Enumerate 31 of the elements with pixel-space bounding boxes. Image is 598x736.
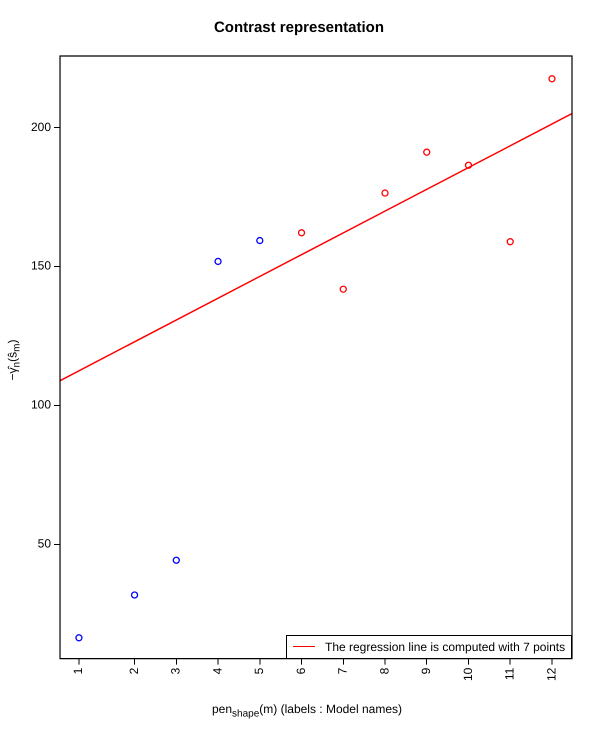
y-tick-label: 100 xyxy=(30,398,52,412)
point xyxy=(172,556,180,564)
x-tick-label: 5 xyxy=(252,667,266,674)
x-tick-label: 11 xyxy=(502,667,517,680)
x-tick-label: 3 xyxy=(168,667,183,674)
x-tick-label: 7 xyxy=(336,667,350,674)
x-tick-label: 8 xyxy=(377,667,392,674)
x-tick-label: 12 xyxy=(544,667,558,682)
point xyxy=(423,148,430,156)
point xyxy=(298,229,306,236)
x-axis-title: pen$_{shape}$(m) (labels : Model names) xyxy=(211,702,403,720)
legend-label: The regression line is computed with 7 points xyxy=(325,640,566,654)
point xyxy=(464,162,472,169)
point xyxy=(256,236,264,244)
chart-title: Contrast representation xyxy=(212,19,386,36)
point xyxy=(548,75,556,82)
y-tick-label: 150 xyxy=(30,258,52,273)
x-tick-label: 2 xyxy=(126,667,141,674)
x-tick-label: 1 xyxy=(71,667,86,674)
x-tick-label: 4 xyxy=(210,667,224,674)
x-tick-label: 9 xyxy=(419,667,434,674)
point xyxy=(506,238,514,246)
point xyxy=(75,634,83,642)
y-tick-label: 50 xyxy=(38,536,52,551)
y-tick-label: 200 xyxy=(30,120,52,134)
point xyxy=(381,189,389,197)
point xyxy=(340,286,347,293)
x-tick-label: 10 xyxy=(460,667,475,682)
point xyxy=(130,591,138,599)
x-tick-label: 6 xyxy=(294,667,308,674)
point xyxy=(214,258,222,266)
